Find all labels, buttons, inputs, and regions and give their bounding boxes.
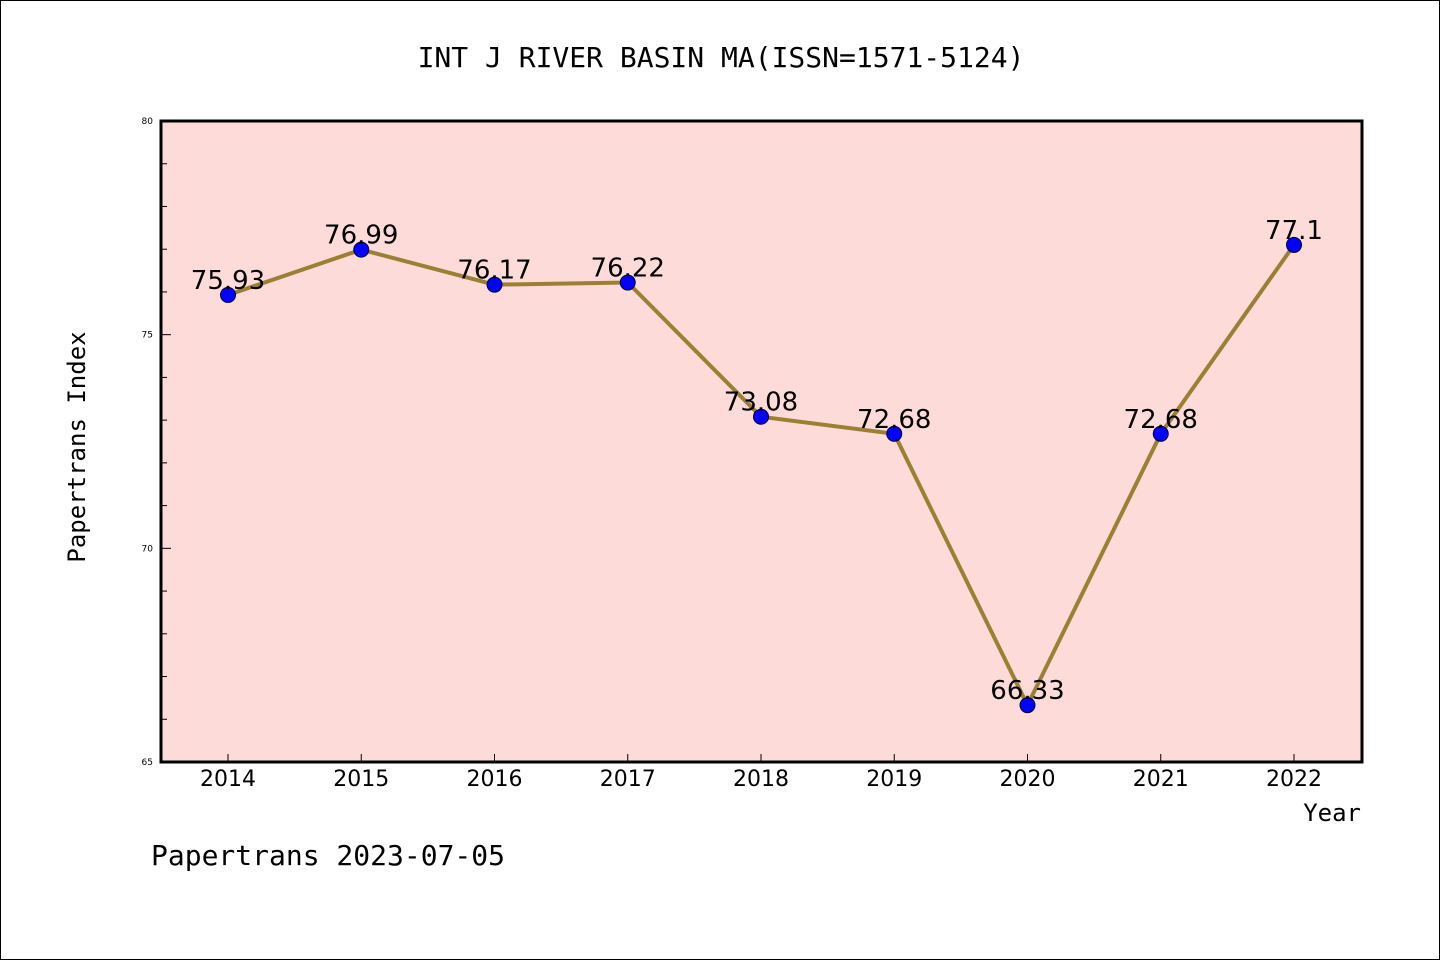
data-label: 76.22 xyxy=(591,254,665,284)
data-label: 73.08 xyxy=(724,388,798,418)
x-tick-label: 2022 xyxy=(1266,767,1322,792)
x-tick-label: 2021 xyxy=(1133,767,1189,792)
y-axis-label: Papertrans Index xyxy=(63,331,91,562)
data-label: 72.68 xyxy=(857,405,931,435)
chart-title: INT J RIVER BASIN MA(ISSN=1571-5124) xyxy=(418,41,1025,74)
data-point xyxy=(220,286,236,303)
data-point xyxy=(1152,425,1169,442)
y-tick-label: 80 xyxy=(142,117,154,127)
plot-area xyxy=(161,121,1362,762)
series-line-group: 75.93 76.99 76.17 76.22 73.08 72.68 66.33 72.68… xyxy=(191,216,1323,714)
y-tick-label: 70 xyxy=(142,544,154,554)
data-point xyxy=(1286,236,1302,253)
data-point xyxy=(753,408,769,425)
x-tick-label: 2017 xyxy=(600,767,656,792)
x-axis-ticks: 2014 2015 2016 2017 2018 2019 2020 2021 2022 xyxy=(200,754,1322,792)
x-tick-label: 2020 xyxy=(1000,767,1056,792)
data-point xyxy=(886,425,903,442)
x-tick-label: 2018 xyxy=(733,767,789,792)
plot-border xyxy=(159,119,1364,764)
data-label: 76.99 xyxy=(324,221,398,251)
data-label: 77.1 xyxy=(1265,216,1323,246)
data-point xyxy=(353,241,370,258)
x-tick-label: 2014 xyxy=(200,767,256,792)
y-tick-label: 65 xyxy=(142,758,153,768)
footer-text: Papertrans 2023-07-05 xyxy=(151,839,505,872)
data-point xyxy=(619,274,636,291)
y-tick-label: 75 xyxy=(142,331,153,341)
x-tick-label: 2019 xyxy=(866,767,922,792)
x-tick-label: 2015 xyxy=(333,767,389,792)
data-label: 76.17 xyxy=(457,256,531,286)
x-tick-label: 2016 xyxy=(467,767,523,792)
data-point xyxy=(1019,697,1036,714)
data-label: 66.33 xyxy=(990,676,1064,706)
x-axis-label: Year xyxy=(1303,799,1361,827)
data-label: 75.93 xyxy=(191,266,265,296)
data-label: 72.68 xyxy=(1124,405,1198,435)
data-point xyxy=(486,276,503,293)
